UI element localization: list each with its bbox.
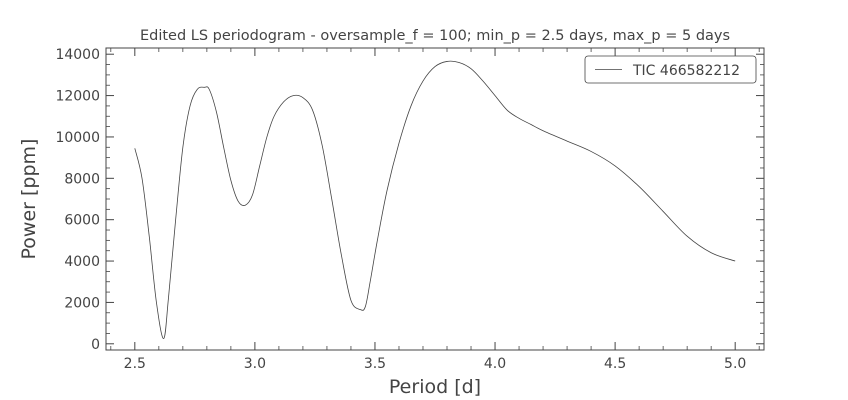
y-tick-label: 14000 (55, 47, 100, 63)
minor-ticks (106, 48, 764, 350)
chart-title: Edited LS periodogram - oversample_f = 1… (140, 28, 730, 44)
x-axis-ticks: 2.5 3.0 3.5 4.0 4.5 5.0 (124, 48, 746, 372)
legend: TIC 466582212 (584, 55, 757, 84)
legend-box (584, 55, 757, 84)
x-tick-label: 3.5 (364, 356, 386, 372)
y-axis-ticks: 0 2000 4000 6000 8000 10000 12000 14000 (55, 47, 764, 353)
plot-area-frame (105, 47, 765, 351)
series-group (134, 60, 736, 340)
x-tick-label: 3.0 (244, 356, 266, 372)
series-line (134, 60, 736, 340)
legend-label: TIC 466582212 (632, 63, 740, 79)
y-tick-label: 8000 (64, 171, 100, 187)
x-tick-label: 4.0 (484, 356, 506, 372)
x-tick-label: 2.5 (124, 356, 146, 372)
y-tick-label: 4000 (64, 254, 100, 270)
y-tick-label: 6000 (64, 213, 100, 229)
y-tick-label: 0 (91, 337, 100, 353)
x-tick-label: 5.0 (724, 356, 746, 372)
x-axis-label: Period [d] (389, 376, 481, 398)
x-tick-label: 4.5 (604, 356, 626, 372)
y-tick-label: 2000 (64, 295, 100, 311)
y-tick-label: 10000 (55, 130, 100, 146)
y-tick-label: 12000 (55, 89, 100, 105)
y-axis-label: Power [ppm] (18, 139, 40, 260)
